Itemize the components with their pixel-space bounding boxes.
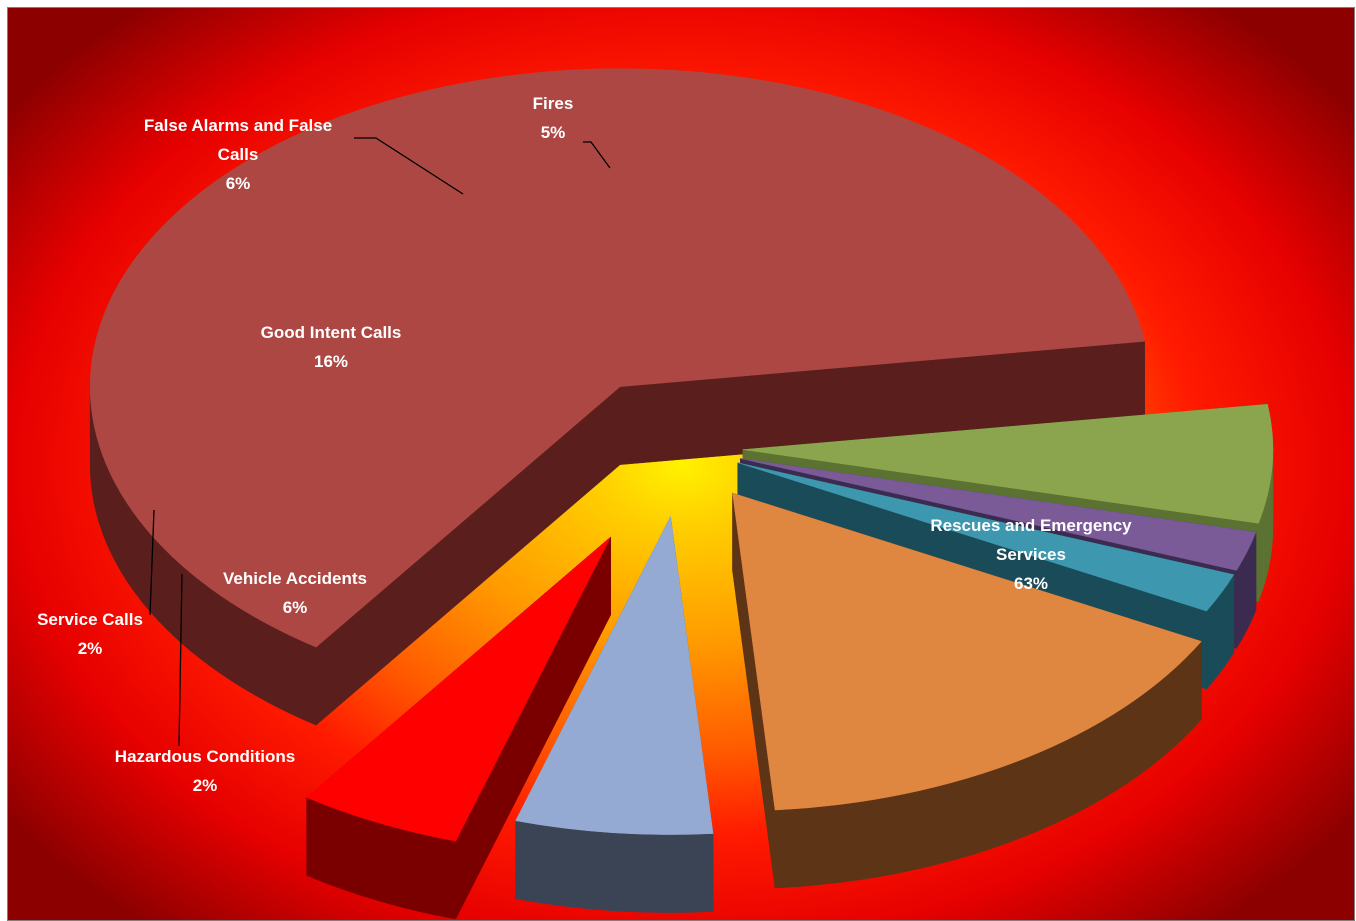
slice-label-line: Good Intent Calls (261, 323, 402, 342)
slice-vehicle-accidents (742, 404, 1274, 524)
leader-lines (149, 137, 611, 747)
slice-label-line: Vehicle Accidents (223, 569, 367, 588)
leader-line-2 (178, 573, 183, 747)
slice-label-line: Calls (218, 145, 259, 164)
slice-label-6: Fires 5% (533, 94, 574, 142)
slice-hazardous-conditions (740, 458, 1257, 571)
slice-tops (89, 68, 1274, 842)
slice-label-line: 2% (78, 639, 103, 658)
slice-fires (306, 536, 611, 842)
slice-label-4: Good Intent Calls 16% (261, 323, 402, 371)
slice-label-line: Services (996, 545, 1066, 564)
slice-labels: Rescues and Emergency Services 63% Vehicle … (37, 94, 1132, 795)
slice-label-3: Service Calls 2% (37, 610, 143, 658)
slice-label-0: Rescues and Emergency Services 63% (930, 516, 1132, 593)
slice-label-line: Hazardous Conditions (115, 747, 295, 766)
slice-rescues-and-emergency-services (89, 68, 1146, 648)
chart-area: Rescues and Emergency Services 63% Vehicle … (7, 7, 1355, 921)
slice-label-line: False Alarms and False (144, 116, 332, 135)
slice-good-intent-calls (732, 492, 1202, 811)
slice-label-line: 6% (283, 598, 308, 617)
slice-false-alarms-and-false-calls (515, 515, 714, 835)
leader-line-3 (149, 509, 155, 616)
slice-label-line: 16% (314, 352, 348, 371)
slice-label-line: Rescues and Emergency (930, 516, 1132, 535)
slice-label-line: Service Calls (37, 610, 143, 629)
slice-label-2: Hazardous Conditions 2% (115, 747, 295, 795)
slice-label-line: 6% (226, 174, 251, 193)
slice-label-line: 5% (541, 123, 566, 142)
slice-label-1: Vehicle Accidents 6% (223, 569, 367, 617)
slice-service-calls (737, 462, 1235, 612)
leader-line-6 (583, 141, 611, 169)
pie-chart: Rescues and Emergency Services 63% Vehicle … (37, 68, 1274, 920)
slice-label-5: False Alarms and False Calls 6% (144, 116, 332, 193)
leader-line-5 (354, 137, 464, 195)
slice-label-line: 63% (1014, 574, 1048, 593)
slice-label-line: Fires (533, 94, 574, 113)
slice-label-line: 2% (193, 776, 218, 795)
